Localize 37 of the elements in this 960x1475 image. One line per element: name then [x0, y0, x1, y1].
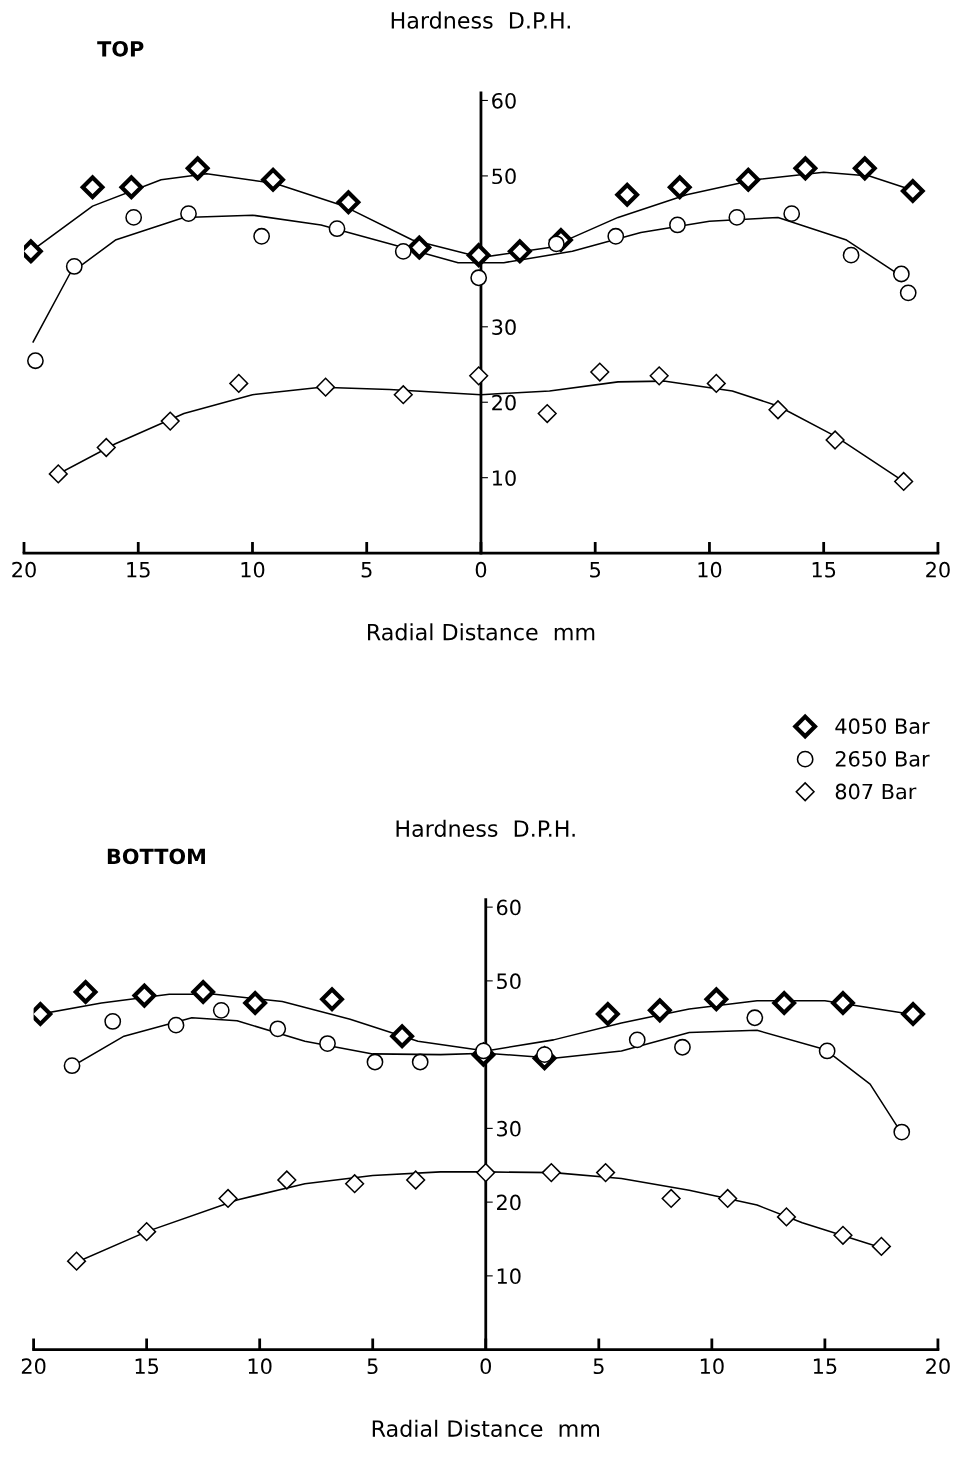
y-tick-label: 20	[497, 1194, 521, 1211]
y-axis-title: Hardness D.P.H.	[391, 11, 570, 29]
x-tick-label: 20	[926, 1358, 950, 1375]
chart-title: TOP	[97, 40, 144, 57]
y-tick-label: 50	[492, 168, 516, 185]
x-tick-label: 20	[12, 561, 36, 578]
y-tick-label: 20	[492, 394, 516, 411]
x-tick-label: 5	[593, 1358, 604, 1375]
legend-label: 2650 Bar	[835, 750, 930, 767]
y-tick-label: 60	[496, 899, 521, 916]
x-axis-title: Radial Distance mm	[372, 1419, 600, 1437]
y-tick-label: 60	[492, 92, 516, 109]
x-tick-label: 15	[813, 1358, 837, 1375]
x-axis-title: Radial Distance mm	[368, 623, 595, 641]
x-tick-label: 15	[812, 562, 836, 578]
x-tick-label: 15	[127, 562, 150, 578]
x-tick-label: 15	[135, 1358, 159, 1375]
chart-title: BOTTOM	[107, 848, 205, 865]
x-tick-label: 5	[361, 562, 372, 578]
x-tick-label: 20	[926, 561, 950, 578]
x-tick-label: 0	[475, 561, 487, 578]
y-tick-label: 50	[497, 973, 521, 990]
y-axis-title: Hardness D.P.H.	[396, 819, 575, 837]
x-tick-label: 10	[700, 1358, 724, 1375]
legend-label: 807 Bar	[835, 783, 917, 800]
y-tick-label: 30	[492, 319, 516, 336]
x-tick-label: 20	[21, 1358, 46, 1375]
y-tick-label: 30	[497, 1120, 521, 1137]
x-tick-label: 5	[367, 1358, 378, 1375]
x-tick-label: 0	[480, 1358, 491, 1375]
x-tick-label: 10	[248, 1358, 272, 1375]
x-tick-label: 5	[590, 562, 601, 578]
y-tick-label: 10	[492, 470, 516, 486]
legend-label: 4050 Bar	[835, 718, 930, 735]
x-tick-label: 10	[698, 561, 722, 578]
x-tick-label: 10	[241, 561, 265, 578]
y-tick-label: 10	[497, 1268, 521, 1285]
